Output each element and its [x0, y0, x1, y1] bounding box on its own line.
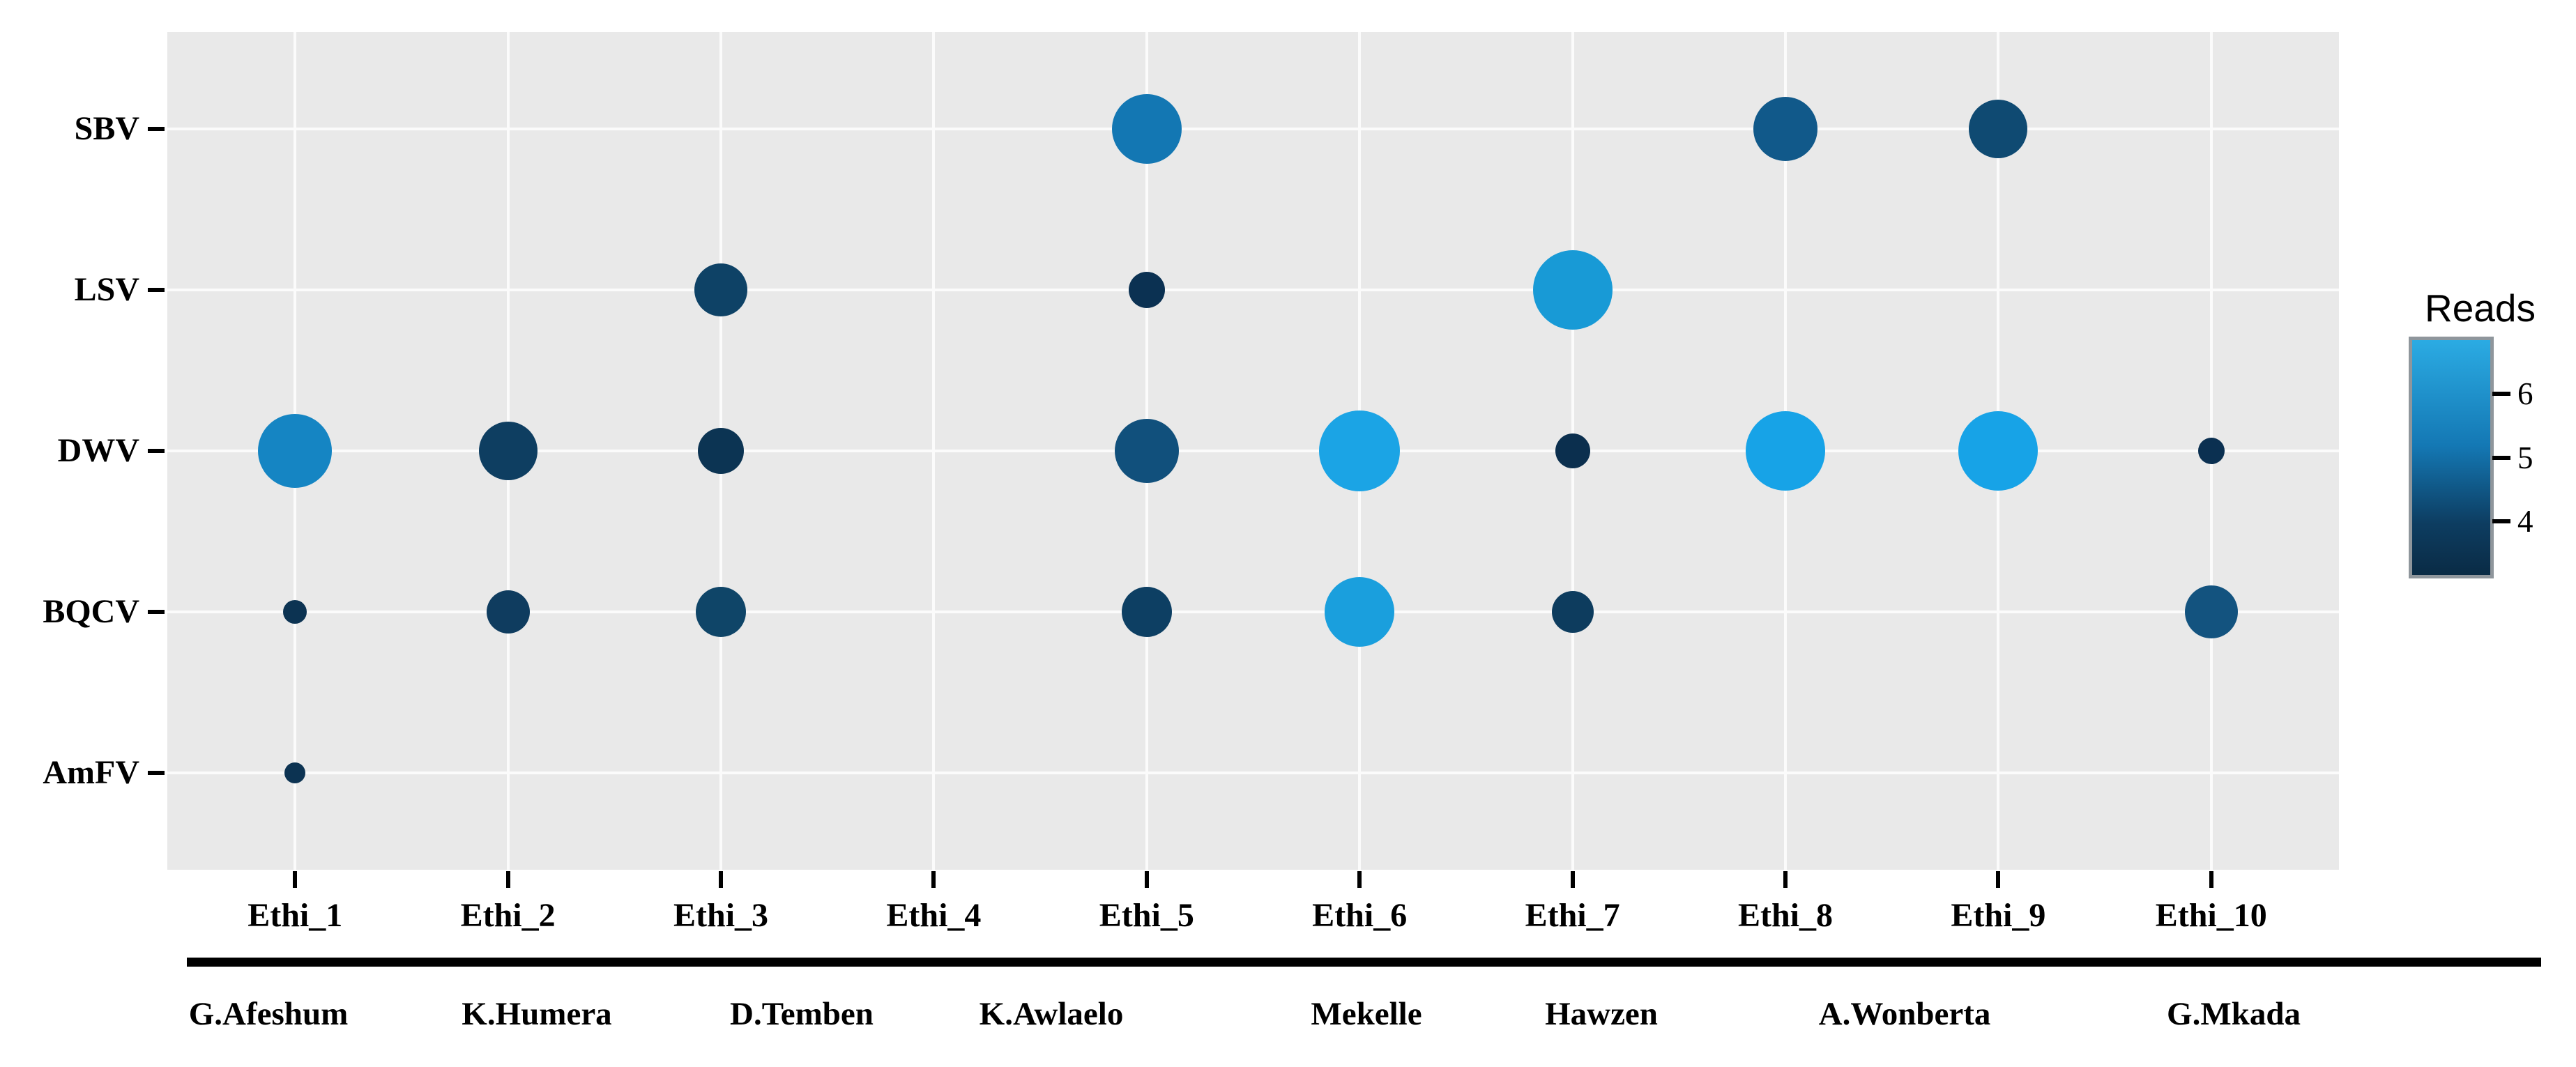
- y-tick-SBV: [148, 126, 165, 131]
- bubble-Ethi_3-DWV: [698, 428, 745, 474]
- bubble-Ethi_7-BQCV: [1551, 591, 1594, 634]
- x-tick-Ethi_10: [2209, 871, 2213, 888]
- bubble-Ethi_8-DWV: [1745, 411, 1825, 491]
- x-label-Ethi_8: Ethi_8: [1737, 897, 1833, 934]
- bubble-Ethi_2-DWV: [478, 422, 538, 480]
- legend-tick-4: [2492, 519, 2510, 523]
- bubble-Ethi_7-LSV: [1532, 250, 1613, 330]
- region-separator-line: [187, 958, 2541, 967]
- region-label-Hawzen: Hawzen: [1545, 996, 1658, 1032]
- x-label-Ethi_6: Ethi_6: [1312, 897, 1408, 934]
- x-tick-Ethi_8: [1783, 871, 1788, 888]
- region-label-K.Awlaelo: K.Awlaelo: [979, 996, 1124, 1032]
- y-label-AmFV: AmFV: [43, 754, 139, 792]
- bubble-Ethi_1-DWV: [258, 414, 333, 488]
- y-label-LSV: LSV: [74, 270, 139, 308]
- bubble-Ethi_5-LSV: [1128, 271, 1165, 308]
- gridline-horizontal-AmFV: [167, 772, 2339, 775]
- region-label-Mekelle: Mekelle: [1311, 996, 1422, 1032]
- legend-tick-label-5: 5: [2517, 440, 2533, 475]
- bubble-Ethi_5-DWV: [1114, 419, 1179, 483]
- bubble-Ethi_1-BQCV: [283, 600, 307, 624]
- bubble-Ethi_9-SBV: [1969, 99, 2028, 158]
- bubble-Ethi_1-AmFV: [284, 762, 306, 784]
- region-label-K.Humera: K.Humera: [462, 996, 612, 1032]
- region-label-D.Temben: D.Temben: [730, 996, 874, 1032]
- region-label-A.Wonberta: A.Wonberta: [1818, 996, 1991, 1032]
- x-tick-Ethi_2: [505, 871, 510, 888]
- x-label-Ethi_1: Ethi_1: [247, 897, 343, 934]
- x-label-Ethi_3: Ethi_3: [673, 897, 769, 934]
- y-label-SBV: SBV: [74, 109, 139, 147]
- bubble-Ethi_8-SBV: [1753, 96, 1817, 161]
- y-tick-BQCV: [148, 610, 165, 615]
- y-tick-AmFV: [148, 771, 165, 776]
- x-tick-Ethi_6: [1357, 871, 1362, 888]
- bubble-Ethi_3-LSV: [694, 263, 748, 316]
- y-label-DWV: DWV: [57, 432, 139, 469]
- gridline-horizontal-DWV: [167, 450, 2339, 452]
- bubble-Ethi_5-SBV: [1111, 93, 1182, 164]
- bubble-Ethi_6-BQCV: [1325, 577, 1395, 647]
- x-label-Ethi_4: Ethi_4: [886, 897, 982, 934]
- plot-panel: [167, 32, 2339, 870]
- bubble-Ethi_6-DWV: [1319, 410, 1401, 491]
- legend-tick-label-4: 4: [2517, 503, 2533, 539]
- x-tick-Ethi_1: [293, 871, 298, 888]
- x-label-Ethi_10: Ethi_10: [2155, 897, 2267, 934]
- bubble-Ethi_2-BQCV: [486, 590, 530, 634]
- bubble-Ethi_10-DWV: [2197, 438, 2225, 464]
- x-label-Ethi_7: Ethi_7: [1525, 897, 1620, 934]
- x-tick-Ethi_3: [719, 871, 724, 888]
- gridline-horizontal-SBV: [167, 127, 2339, 130]
- x-tick-Ethi_5: [1144, 871, 1149, 888]
- x-tick-Ethi_9: [1996, 871, 2001, 888]
- bubble-Ethi_7-DWV: [1555, 433, 1590, 468]
- gridline-horizontal-LSV: [167, 288, 2339, 291]
- x-label-Ethi_9: Ethi_9: [1951, 897, 2046, 934]
- bubble-Ethi_9-DWV: [1958, 411, 2038, 491]
- x-tick-Ethi_7: [1570, 871, 1575, 888]
- bubble-Ethi_5-BQCV: [1121, 587, 1172, 638]
- x-tick-Ethi_4: [931, 871, 936, 888]
- legend-tick-label-6: 6: [2517, 376, 2533, 412]
- y-label-BQCV: BQCV: [43, 593, 139, 631]
- bubble-Ethi_3-BQCV: [696, 587, 747, 638]
- legend-tick-5: [2492, 455, 2510, 460]
- legend-colorbar: [2409, 337, 2494, 578]
- legend-tick-6: [2492, 392, 2510, 397]
- y-tick-DWV: [148, 449, 165, 453]
- region-label-G.Afeshum: G.Afeshum: [188, 996, 349, 1032]
- x-label-Ethi_2: Ethi_2: [460, 897, 556, 934]
- gridline-horizontal-BQCV: [167, 611, 2339, 614]
- x-label-Ethi_5: Ethi_5: [1099, 897, 1194, 934]
- region-label-G.Mkada: G.Mkada: [2167, 996, 2301, 1032]
- bubble-Ethi_10-BQCV: [2184, 585, 2238, 639]
- y-tick-LSV: [148, 287, 165, 292]
- legend-title: Reads: [2425, 286, 2536, 330]
